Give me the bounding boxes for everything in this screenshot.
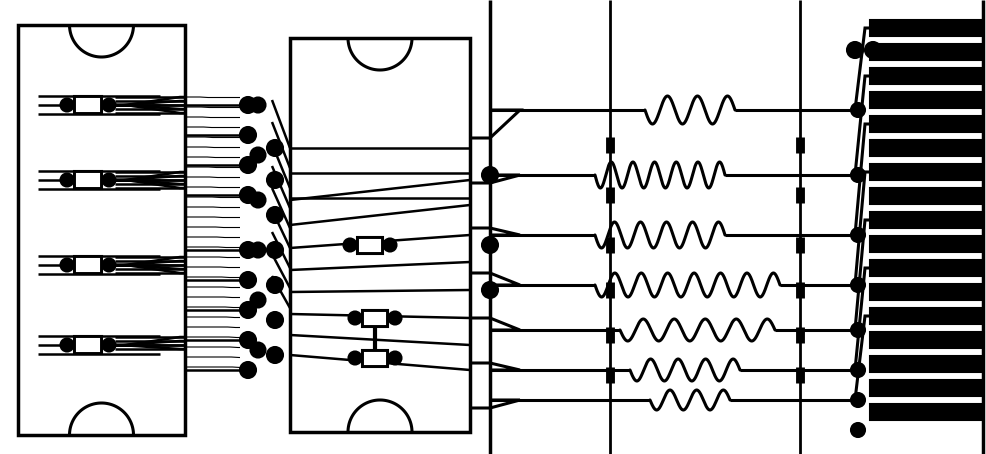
Bar xyxy=(77,99,99,111)
Circle shape xyxy=(482,237,498,253)
Circle shape xyxy=(60,258,74,271)
Circle shape xyxy=(348,311,362,325)
Circle shape xyxy=(267,140,283,156)
Circle shape xyxy=(250,192,265,207)
Circle shape xyxy=(267,347,283,363)
Bar xyxy=(365,352,385,364)
Bar xyxy=(362,350,388,366)
Bar xyxy=(360,240,380,251)
Bar xyxy=(870,212,983,228)
Bar xyxy=(870,260,983,276)
Circle shape xyxy=(267,207,283,223)
Circle shape xyxy=(267,312,283,328)
Bar xyxy=(74,96,102,114)
Circle shape xyxy=(60,173,74,187)
Circle shape xyxy=(250,342,265,357)
Bar xyxy=(74,171,102,189)
Circle shape xyxy=(250,292,265,307)
Bar xyxy=(74,256,102,274)
Bar xyxy=(18,25,185,435)
Circle shape xyxy=(267,242,283,258)
Circle shape xyxy=(240,187,256,203)
Bar xyxy=(77,259,99,271)
Circle shape xyxy=(267,172,283,188)
Bar xyxy=(870,68,983,84)
Bar xyxy=(870,380,983,396)
Circle shape xyxy=(482,282,498,298)
Circle shape xyxy=(851,168,865,182)
Bar xyxy=(870,356,983,372)
Bar xyxy=(77,339,99,351)
Circle shape xyxy=(240,157,256,173)
Circle shape xyxy=(250,242,265,257)
Bar xyxy=(870,284,983,300)
Bar xyxy=(870,236,983,252)
Bar xyxy=(290,38,470,432)
Circle shape xyxy=(250,148,265,163)
Circle shape xyxy=(267,277,283,293)
Bar xyxy=(870,140,983,156)
Circle shape xyxy=(240,272,256,288)
Circle shape xyxy=(851,363,865,377)
Circle shape xyxy=(851,228,865,242)
Bar xyxy=(365,312,385,324)
Circle shape xyxy=(240,332,256,348)
Bar xyxy=(362,310,388,326)
Bar xyxy=(870,164,983,180)
Circle shape xyxy=(103,173,115,187)
Circle shape xyxy=(240,302,256,318)
Circle shape xyxy=(851,278,865,292)
Bar xyxy=(870,404,983,420)
Circle shape xyxy=(482,167,498,183)
Bar xyxy=(870,308,983,324)
Circle shape xyxy=(847,42,863,58)
Bar xyxy=(870,44,983,60)
Circle shape xyxy=(343,238,357,252)
Circle shape xyxy=(60,99,74,112)
Bar xyxy=(870,20,983,36)
Circle shape xyxy=(103,339,115,351)
Bar xyxy=(357,237,383,253)
Bar xyxy=(870,188,983,204)
Circle shape xyxy=(250,98,265,113)
Circle shape xyxy=(851,103,865,117)
Circle shape xyxy=(851,423,865,437)
Bar xyxy=(870,332,983,348)
Bar xyxy=(77,174,99,186)
Circle shape xyxy=(384,238,396,252)
Circle shape xyxy=(388,311,401,325)
Bar xyxy=(870,92,983,108)
Circle shape xyxy=(851,393,865,407)
Circle shape xyxy=(240,362,256,378)
Circle shape xyxy=(240,97,256,113)
Circle shape xyxy=(60,339,74,351)
Circle shape xyxy=(851,323,865,337)
Circle shape xyxy=(240,127,256,143)
Circle shape xyxy=(865,42,881,58)
Circle shape xyxy=(388,351,401,365)
Bar xyxy=(870,116,983,132)
Bar xyxy=(74,336,102,354)
Circle shape xyxy=(348,351,362,365)
Circle shape xyxy=(103,99,115,112)
Circle shape xyxy=(240,242,256,258)
Circle shape xyxy=(103,258,115,271)
